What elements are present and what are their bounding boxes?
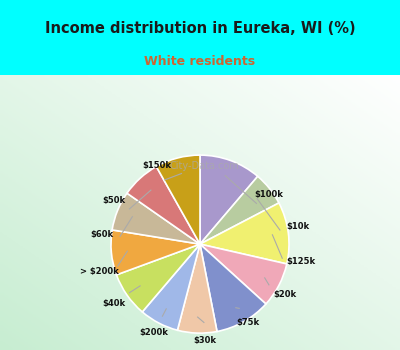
Text: $100k: $100k	[255, 190, 284, 199]
Text: $10k: $10k	[286, 222, 310, 231]
Text: > $200k: > $200k	[80, 267, 118, 275]
Text: $150k: $150k	[142, 161, 171, 170]
Wedge shape	[200, 244, 287, 304]
Text: $30k: $30k	[193, 336, 216, 345]
Wedge shape	[111, 230, 200, 275]
Wedge shape	[112, 193, 200, 244]
Text: $60k: $60k	[90, 230, 114, 239]
Text: $50k: $50k	[102, 196, 125, 205]
Wedge shape	[200, 244, 266, 331]
Wedge shape	[200, 155, 258, 244]
Text: $200k: $200k	[140, 328, 168, 337]
Text: $125k: $125k	[286, 257, 316, 266]
Wedge shape	[200, 176, 279, 244]
Text: City-Data.com: City-Data.com	[169, 161, 239, 171]
Wedge shape	[142, 244, 200, 330]
Wedge shape	[156, 155, 200, 244]
Text: $75k: $75k	[236, 318, 260, 328]
Wedge shape	[200, 203, 289, 264]
Wedge shape	[116, 244, 200, 312]
Text: White residents: White residents	[144, 55, 256, 68]
Wedge shape	[127, 167, 200, 244]
Text: $20k: $20k	[273, 289, 296, 299]
Wedge shape	[178, 244, 217, 333]
Text: Income distribution in Eureka, WI (%): Income distribution in Eureka, WI (%)	[45, 21, 355, 36]
Text: $40k: $40k	[102, 299, 125, 308]
